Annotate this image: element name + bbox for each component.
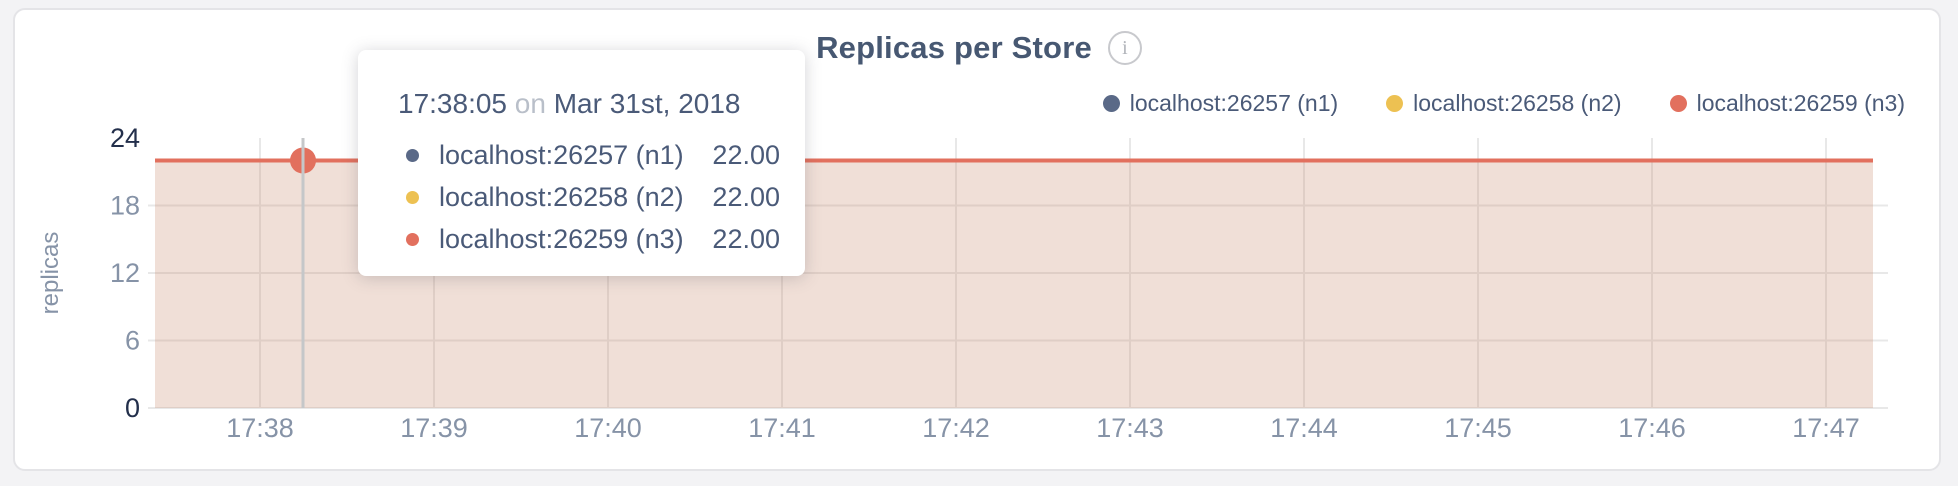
series-dot-icon (406, 148, 419, 162)
legend-item-n2[interactable]: localhost:26258 (n2) (1386, 90, 1622, 117)
series-dot-icon (1102, 95, 1120, 112)
tooltip-series-label: localhost:26257 (n1) (439, 139, 684, 170)
svg-text:17:40: 17:40 (574, 413, 642, 443)
chart-card (13, 8, 1941, 471)
tooltip-timestamp: 17:38:05 on Mar 31st, 2018 (398, 88, 780, 120)
tooltip-row: localhost:26259 (n3) 22.00 (398, 218, 780, 260)
svg-text:12: 12 (110, 258, 140, 288)
y-axis-labels: 0 6 12 18 24 (110, 123, 140, 423)
svg-text:17:39: 17:39 (400, 413, 468, 443)
tooltip-row: localhost:26258 (n2) 22.00 (398, 176, 780, 218)
chart-legend: localhost:26257 (n1) localhost:26258 (n2… (1102, 90, 1905, 117)
x-axis-labels: 17:38 17:39 17:40 17:41 17:42 17:43 17:44 17:45… (226, 413, 1860, 443)
tooltip-series-label: localhost:26259 (n3) (439, 223, 684, 254)
chart-title: Replicas per Store (816, 30, 1092, 65)
y-axis-title: replicas (37, 232, 64, 315)
svg-text:0: 0 (125, 393, 140, 423)
svg-text:6: 6 (125, 326, 140, 356)
chart-header: Replicas per Store i (0, 30, 1958, 66)
legend-item-n3[interactable]: localhost:26259 (n3) (1669, 90, 1905, 117)
legend-item-n1[interactable]: localhost:26257 (n1) (1102, 90, 1339, 117)
legend-label: localhost:26259 (n3) (1696, 90, 1905, 116)
chart-tooltip: 17:38:05 on Mar 31st, 2018 localhost:262… (358, 50, 805, 276)
svg-text:17:43: 17:43 (1096, 413, 1164, 443)
tooltip-series-value: 22.00 (712, 223, 780, 254)
tooltip-time: 17:38:05 (398, 88, 507, 119)
svg-text:24: 24 (110, 123, 140, 153)
svg-text:17:38: 17:38 (226, 413, 294, 443)
series-dot-icon (406, 232, 419, 246)
tooltip-series-value: 22.00 (712, 181, 780, 212)
series-dot-icon (1386, 95, 1404, 112)
tooltip-row: localhost:26257 (n1) 22.00 (398, 134, 780, 176)
tooltip-connector: on (514, 88, 546, 119)
svg-text:17:44: 17:44 (1270, 413, 1338, 443)
svg-text:17:47: 17:47 (1792, 413, 1860, 443)
tooltip-series-label: localhost:26258 (n2) (439, 181, 684, 212)
legend-label: localhost:26258 (n2) (1413, 90, 1622, 116)
gridlines (148, 138, 1888, 409)
svg-text:17:46: 17:46 (1618, 413, 1686, 443)
svg-text:17:42: 17:42 (922, 413, 990, 443)
info-icon[interactable]: i (1107, 31, 1142, 65)
series-dot-icon (1669, 95, 1687, 112)
svg-text:18: 18 (110, 191, 140, 221)
svg-text:17:41: 17:41 (748, 413, 816, 443)
tooltip-date: Mar 31st, 2018 (553, 88, 741, 119)
series-dot-icon (406, 190, 419, 204)
svg-text:17:45: 17:45 (1444, 413, 1512, 443)
legend-label: localhost:26257 (n1) (1129, 90, 1339, 116)
tooltip-series-value: 22.00 (712, 139, 780, 170)
